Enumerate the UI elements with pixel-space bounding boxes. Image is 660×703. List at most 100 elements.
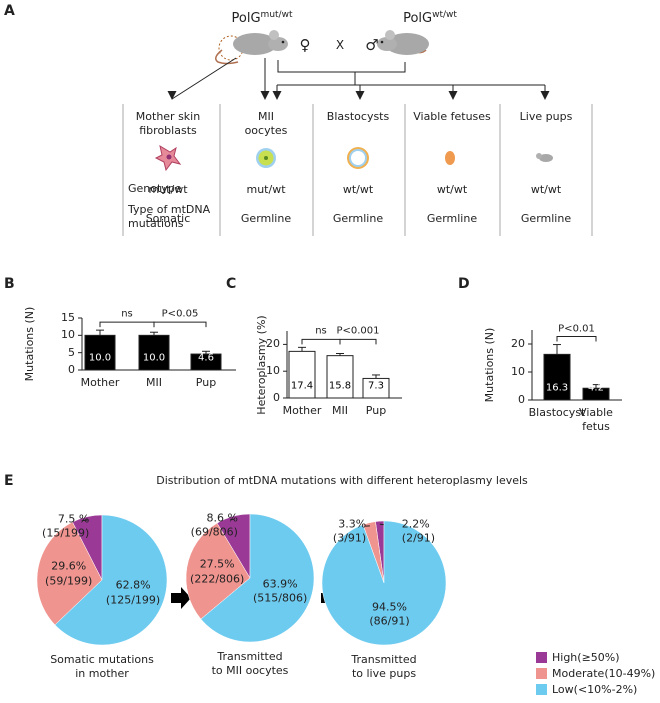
panel-label: A bbox=[4, 3, 15, 19]
value-label: 16.3 bbox=[545, 382, 569, 394]
significance-bracket bbox=[301, 338, 341, 345]
row-label: Type of mtDNA mutations bbox=[128, 203, 211, 231]
pie-slice bbox=[200, 513, 315, 643]
legend-label: Low(<10%-2%) bbox=[552, 682, 638, 696]
genotype: wt/wt bbox=[530, 182, 562, 196]
column-title: Mother skin fibroblasts bbox=[135, 110, 201, 138]
mutation-type: Germline bbox=[520, 211, 572, 225]
legend-label: High(≥50%) bbox=[552, 650, 620, 664]
female-symbol: ♀ bbox=[299, 36, 311, 54]
value-label: 27.5% (222/806) bbox=[190, 558, 245, 586]
x-tick-label: MII bbox=[146, 376, 162, 389]
y-tick-label: 5 bbox=[68, 345, 75, 359]
genotype: mut/wt bbox=[246, 182, 286, 196]
panel-e-title: Distribution of mtDNA mutations with dif… bbox=[156, 474, 528, 487]
significance-label: ns bbox=[121, 308, 133, 320]
value-label: 7.5 % (15/199) bbox=[42, 512, 90, 540]
x-tick-label: Mother bbox=[282, 404, 322, 417]
value-label: 63.9% (515/806) bbox=[253, 577, 308, 606]
genotype: wt/wt bbox=[436, 182, 468, 196]
value-label: 62.8% (125/199) bbox=[105, 578, 161, 607]
y-tick-label: 0 bbox=[518, 392, 525, 406]
gene: PolG bbox=[231, 11, 261, 27]
leader-line bbox=[81, 519, 88, 522]
panel-label: E bbox=[4, 473, 14, 489]
value-label: 8.6 % (69/806) bbox=[190, 511, 238, 539]
panel-label: B bbox=[4, 275, 15, 292]
bar bbox=[138, 334, 170, 371]
genotype: wt/wt bbox=[342, 182, 374, 196]
column-title: Blastocysts bbox=[326, 110, 390, 123]
value-label: 2.2% (2/91) bbox=[401, 517, 436, 546]
panel-label: D bbox=[458, 275, 470, 292]
x-tick-label: Blastocyst bbox=[528, 406, 586, 419]
value-label: 4.6 bbox=[198, 352, 214, 364]
x-tick-label: Pup bbox=[365, 404, 387, 417]
y-tick-label: 0 bbox=[68, 362, 75, 376]
x-tick-label: Viable fetus bbox=[579, 406, 613, 434]
y-tick-label: 20 bbox=[266, 337, 280, 351]
stage-icons bbox=[154, 144, 553, 172]
mutation-type: Somatic bbox=[145, 211, 191, 225]
pie-slice bbox=[36, 521, 103, 626]
legend-swatch bbox=[536, 668, 547, 679]
mouse-right bbox=[377, 30, 429, 55]
column-title: Viable fetuses bbox=[413, 110, 491, 123]
pie-slice bbox=[321, 520, 447, 646]
mutation-type: Germline bbox=[240, 211, 292, 225]
y-axis-label: Mutations (N) bbox=[482, 327, 496, 403]
genotype: mut/wt bbox=[260, 9, 293, 20]
panel-label: C bbox=[226, 275, 237, 292]
bar bbox=[543, 353, 571, 401]
bar bbox=[288, 350, 316, 399]
column-title: MII oocytes bbox=[244, 110, 288, 138]
significance-bracket bbox=[339, 338, 377, 345]
bar bbox=[362, 377, 390, 399]
x-tick-label: Pup bbox=[195, 376, 217, 389]
y-tick-label: 20 bbox=[511, 336, 525, 350]
bar bbox=[190, 353, 222, 371]
x-tick-label: MII bbox=[332, 404, 348, 417]
pie-slice bbox=[185, 522, 251, 620]
significance-bracket bbox=[556, 336, 597, 342]
male-symbol: ♂ bbox=[365, 36, 379, 54]
significance-bracket bbox=[153, 321, 207, 328]
value-label: 7.3 bbox=[368, 380, 384, 392]
y-axis-label: Mutations (N) bbox=[22, 306, 36, 382]
value-label: 94.5% (86/91) bbox=[369, 600, 410, 628]
value-label: 3.3% (3/91) bbox=[332, 517, 367, 546]
parent-genotype: PolGwt/wt bbox=[403, 10, 457, 26]
lineage-arrows bbox=[167, 57, 550, 100]
bar bbox=[84, 334, 116, 371]
genotype: mut/wt bbox=[148, 182, 188, 196]
significance-label: P<0.01 bbox=[558, 323, 595, 335]
mouse-left bbox=[215, 30, 288, 65]
significance-label: P<0.001 bbox=[336, 325, 380, 337]
y-tick-label: 15 bbox=[61, 310, 75, 324]
significance-bracket bbox=[99, 321, 155, 328]
y-tick-label: 0 bbox=[273, 390, 280, 404]
bar bbox=[582, 387, 610, 401]
y-tick-label: 10 bbox=[61, 328, 75, 342]
significance-label: ns bbox=[315, 325, 327, 337]
genotype: wt/wt bbox=[432, 9, 457, 20]
x-tick-label: Mother bbox=[80, 376, 120, 389]
column-title: Live pups bbox=[519, 110, 573, 123]
pie-slice bbox=[54, 514, 168, 646]
pie-caption: Somatic mutations in mother bbox=[50, 653, 154, 681]
significance-label: P<0.05 bbox=[161, 308, 199, 320]
parent-genotype: PolGmut/wt bbox=[232, 10, 293, 26]
value-label: 29.6% (59/199) bbox=[45, 560, 93, 588]
value-label: 15.8 bbox=[328, 380, 352, 392]
value-label: 17.4 bbox=[290, 380, 314, 392]
value-label: 4.2 bbox=[588, 382, 604, 394]
mutation-type: Germline bbox=[426, 211, 478, 225]
legend-swatch bbox=[536, 684, 547, 695]
pie-caption: Transmitted to MII oocytes bbox=[211, 650, 289, 678]
legend-label: Moderate(10-49%) bbox=[552, 666, 656, 680]
value-label: 10.0 bbox=[142, 352, 166, 364]
y-tick-label: 10 bbox=[511, 364, 525, 378]
legend-swatch bbox=[536, 652, 547, 663]
